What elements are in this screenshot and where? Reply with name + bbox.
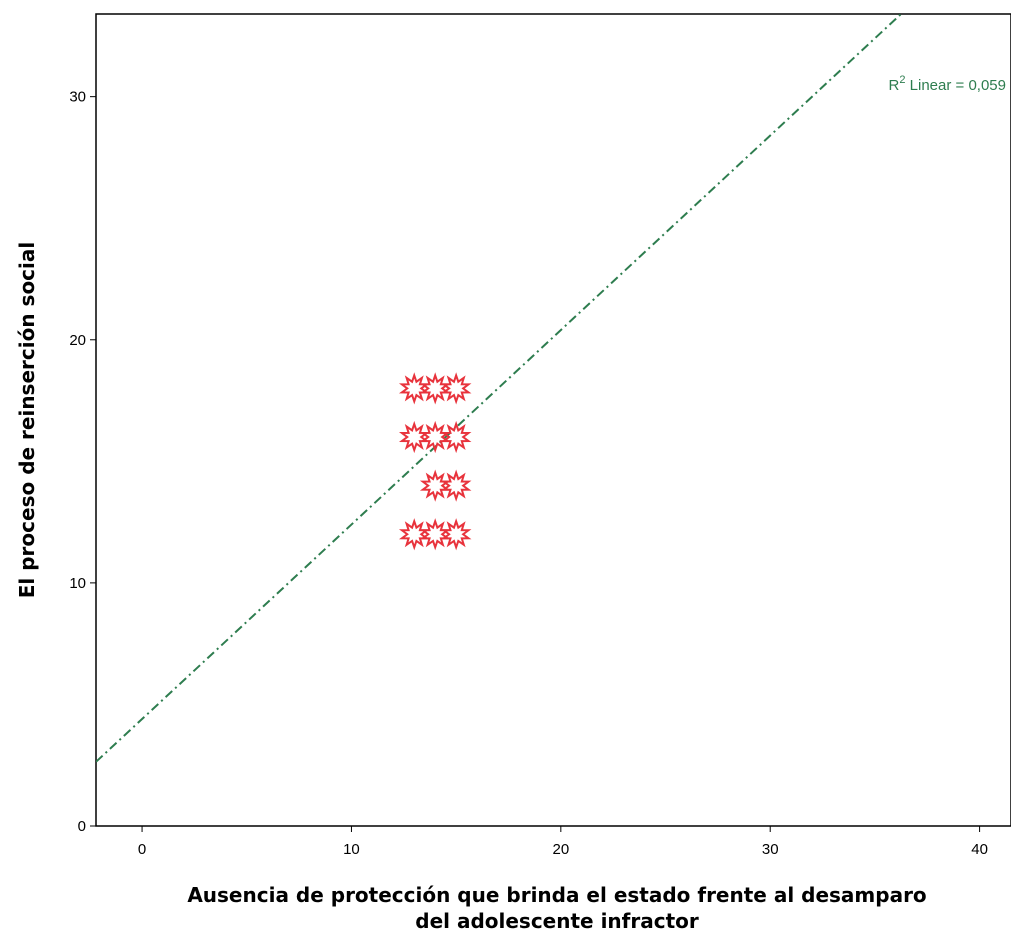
y-axis-title: El proceso de reinserción social [15, 242, 39, 598]
fit-label-suffix: Linear = 0,059 [906, 77, 1007, 94]
x-tick-label: 20 [552, 841, 569, 858]
x-axis-title-line-2: del adolescente infractor [415, 909, 699, 933]
y-tick-label: 10 [69, 575, 86, 592]
x-axis: 0 10 20 30 40 [138, 826, 988, 858]
y-tick-label: 0 [78, 818, 86, 835]
y-axis: 0 10 20 30 [69, 89, 96, 835]
y-tick-label: 20 [69, 332, 86, 349]
x-tick-label: 30 [762, 841, 779, 858]
data-point [440, 469, 472, 502]
fit-line [96, 14, 903, 763]
x-tick-label: 10 [343, 841, 360, 858]
data-point [440, 518, 472, 551]
fit-label-superscript: 2 [899, 74, 905, 86]
x-axis-title-line-1: Ausencia de protección que brinda el est… [187, 883, 926, 907]
plot-area [95, 13, 1011, 827]
fit-line-label: R2 Linear = 0,059 [889, 74, 1006, 94]
x-tick-label: 40 [971, 841, 988, 858]
data-points [398, 372, 472, 551]
data-point [440, 372, 472, 405]
x-tick-label: 0 [138, 841, 146, 858]
data-point [440, 420, 472, 454]
fit-label-prefix: R [889, 77, 900, 94]
y-tick-label: 30 [69, 89, 86, 106]
fit-line-group [96, 14, 903, 763]
